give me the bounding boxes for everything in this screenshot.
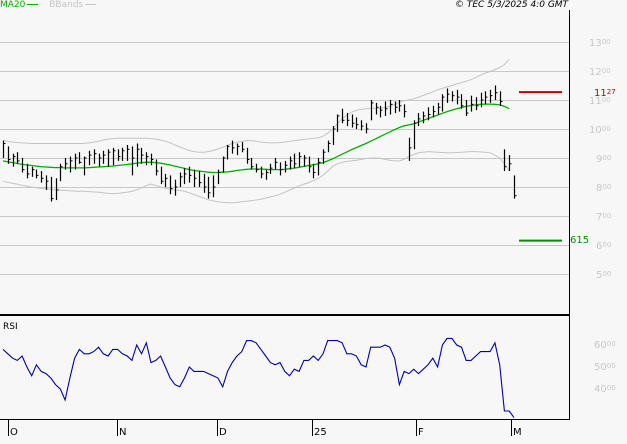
time-tick-label: 25 [314,427,327,438]
price-tick-label: 800 [596,183,612,194]
price-tick-label: 600 [596,241,612,252]
time-tick-label: F [418,427,424,438]
legend: MA20 BBands [0,0,97,11]
time-tick-label: O [10,427,18,438]
legend-bbands: BBands [49,0,97,10]
copyright-timestamp: © TEC 5/3/2025 4:0 GMT [455,0,569,10]
price-tick-label: 900 [596,154,612,165]
bollinger-upper-line [2,59,510,153]
price-tick-label: 1000 [589,125,611,136]
time-tick-label: M [513,427,522,438]
support-label: 615 [570,235,590,246]
legend-ma20-swatch [27,4,39,5]
time-tick-label: N [119,427,127,438]
rsi-tick-label: 5000 [594,362,616,373]
legend-ma20-label: MA20 [0,0,26,10]
price-tick-label: 500 [596,270,612,281]
price-tick-label: 1100 [589,96,611,107]
legend-bbands-label: BBands [49,0,84,10]
bollinger-lower-line [2,151,510,204]
time-tick-label: D [219,427,227,438]
rsi-tick-label: 4000 [594,384,616,395]
rsi-line [2,337,515,418]
rsi-panel-title: RSI [3,322,18,332]
legend-bbands-swatch [85,4,97,5]
price-tick-label: 700 [596,212,612,223]
price-tick-label: 1200 [589,67,611,78]
legend-ma20: MA20 [0,0,41,10]
rsi-tick-label: 6000 [594,340,616,351]
resistance-label: 1127 [594,88,616,99]
price-tick-label: 1300 [589,38,611,49]
